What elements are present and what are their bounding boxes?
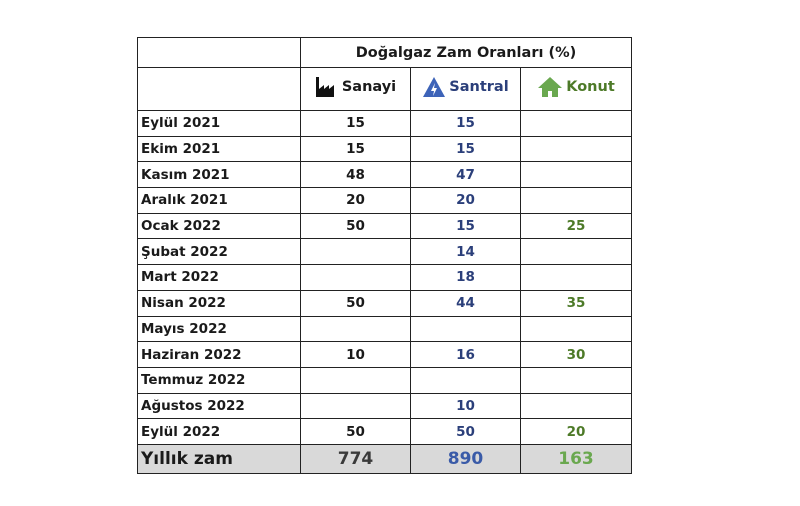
- value-cell: 30: [520, 341, 632, 368]
- value-cell: [520, 238, 632, 266]
- house-icon: [538, 77, 563, 97]
- row-label: Temmuz 2022: [137, 366, 301, 394]
- value-cell: 14: [410, 238, 521, 266]
- row-label: Ocak 2022: [137, 212, 301, 240]
- data-row: Mart 2022 18: [137, 264, 632, 291]
- value-cell: [520, 264, 632, 291]
- data-row: Eylül 2021 15 15: [137, 110, 632, 137]
- value-cell: 50: [300, 212, 411, 240]
- table-title: Doğalgaz Zam Oranları (%): [300, 37, 632, 68]
- value-cell: [520, 187, 632, 214]
- value-cell: [410, 315, 521, 343]
- value-cell: 10: [410, 392, 521, 420]
- data-row: Temmuz 2022: [137, 366, 632, 394]
- factory-icon: [315, 77, 334, 97]
- value-cell: 50: [300, 289, 411, 317]
- value-cell: [300, 366, 411, 394]
- column-header-text: Santral: [449, 79, 509, 95]
- total-value: 774: [300, 443, 411, 474]
- data-row: Nisan 2022 50 44 35: [137, 289, 632, 317]
- value-cell: [410, 366, 521, 394]
- value-cell: 50: [410, 418, 521, 445]
- data-row: Ekim 2021 15 15: [137, 135, 632, 163]
- row-label: Eylül 2022: [137, 418, 301, 445]
- value-cell: 15: [300, 135, 411, 163]
- value-cell: 10: [300, 341, 411, 368]
- header-row: Sanayi Santral Konut: [137, 67, 632, 111]
- value-cell: 48: [300, 161, 411, 189]
- row-label: Ekim 2021: [137, 135, 301, 163]
- title-row: Doğalgaz Zam Oranları (%): [137, 37, 632, 68]
- rates-table: Doğalgaz Zam Oranları (%) Sanayi Santral…: [137, 37, 632, 474]
- value-cell: [300, 264, 411, 291]
- value-cell: 44: [410, 289, 521, 317]
- data-row: Eylül 2022 50 50 20: [137, 418, 632, 445]
- row-label: Haziran 2022: [137, 341, 301, 368]
- value-cell: 47: [410, 161, 521, 189]
- value-cell: [520, 366, 632, 394]
- value-cell: 15: [410, 212, 521, 240]
- value-cell: 20: [520, 418, 632, 445]
- row-label: Ağustos 2022: [137, 392, 301, 420]
- total-value: 163: [520, 443, 632, 474]
- value-cell: [300, 392, 411, 420]
- value-cell: 25: [520, 212, 632, 240]
- row-label: Mayıs 2022: [137, 315, 301, 343]
- value-cell: [520, 161, 632, 189]
- value-cell: 15: [410, 110, 521, 137]
- column-header: Konut: [520, 67, 632, 111]
- empty-cell: [137, 37, 301, 68]
- value-cell: 50: [300, 418, 411, 445]
- value-cell: [520, 135, 632, 163]
- row-label: Nisan 2022: [137, 289, 301, 317]
- row-label: Kasım 2021: [137, 161, 301, 189]
- value-cell: 35: [520, 289, 632, 317]
- value-cell: [520, 392, 632, 420]
- data-row: Aralık 2021 20 20: [137, 187, 632, 214]
- total-row: Yıllık zam 774 890 163: [137, 443, 632, 474]
- data-row: Kasım 2021 48 47: [137, 161, 632, 189]
- data-row: Mayıs 2022: [137, 315, 632, 343]
- row-label: Aralık 2021: [137, 187, 301, 214]
- value-cell: [300, 238, 411, 266]
- value-cell: [300, 315, 411, 343]
- value-cell: 16: [410, 341, 521, 368]
- row-label: Eylül 2021: [137, 110, 301, 137]
- value-cell: [520, 315, 632, 343]
- value-cell: 18: [410, 264, 521, 291]
- row-label: Şubat 2022: [137, 238, 301, 266]
- column-header-text: Konut: [566, 79, 615, 95]
- row-label: Mart 2022: [137, 264, 301, 291]
- data-row: Haziran 2022 10 16 30: [137, 341, 632, 368]
- column-header: Sanayi: [300, 67, 411, 111]
- empty-cell: [137, 67, 301, 111]
- power-icon: [423, 77, 446, 97]
- column-header-text: Sanayi: [341, 79, 397, 95]
- data-row: Ağustos 2022 10: [137, 392, 632, 420]
- data-row: Ocak 2022 50 15 25: [137, 212, 632, 240]
- value-cell: [520, 110, 632, 137]
- total-value: 890: [410, 443, 521, 474]
- value-cell: 20: [300, 187, 411, 214]
- column-header: Santral: [410, 67, 521, 111]
- data-row: Şubat 2022 14: [137, 238, 632, 266]
- total-label: Yıllık zam: [137, 443, 301, 474]
- value-cell: 15: [300, 110, 411, 137]
- value-cell: 20: [410, 187, 521, 214]
- value-cell: 15: [410, 135, 521, 163]
